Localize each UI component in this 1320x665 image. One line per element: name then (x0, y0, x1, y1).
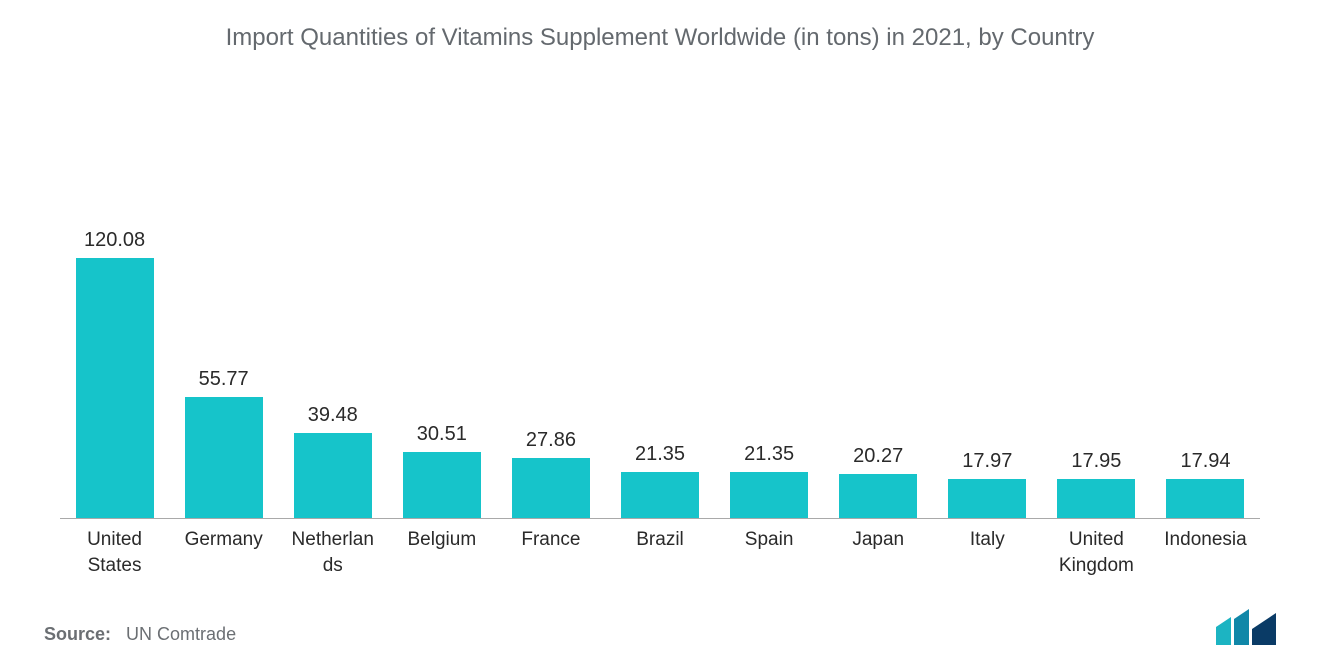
bar-group: 17.94 (1151, 450, 1260, 518)
bar-group: 17.97 (933, 450, 1042, 518)
category-label: Italy (942, 527, 1032, 579)
bar-value-label: 17.97 (962, 450, 1012, 473)
category-label: Japan (833, 527, 923, 579)
bar (403, 452, 481, 518)
bar-group: 17.95 (1042, 450, 1151, 518)
category-label: France (506, 527, 596, 579)
bar-value-label: 21.35 (744, 443, 794, 466)
bar-value-label: 55.77 (199, 368, 249, 391)
source-value: UN Comtrade (126, 624, 236, 644)
category-label-wrap: United Kingdom (1042, 519, 1151, 579)
bar (730, 472, 808, 518)
bar-group: 55.77 (169, 368, 278, 518)
bar-group: 20.27 (824, 445, 933, 518)
bar-value-label: 20.27 (853, 445, 903, 468)
brand-logo-icon (1216, 607, 1276, 645)
chart-title: Import Quantities of Vitamins Supplement… (40, 24, 1280, 52)
bar-group: 21.35 (605, 443, 714, 518)
category-label: Spain (724, 527, 814, 579)
bar-group: 39.48 (278, 404, 387, 518)
category-labels-row: United States Germany Netherlands Belgium Fr… (40, 519, 1280, 579)
category-label-wrap: Netherlands (278, 519, 387, 579)
category-label: Germany (179, 527, 269, 579)
bar-value-label: 120.08 (84, 229, 145, 252)
category-label-wrap: United States (60, 519, 169, 579)
category-label-wrap: Spain (715, 519, 824, 579)
bar-group: 30.51 (387, 423, 496, 518)
bar-value-label: 27.86 (526, 429, 576, 452)
bar-value-label: 39.48 (308, 404, 358, 427)
bar (839, 474, 917, 518)
bar (76, 258, 154, 518)
category-label: Indonesia (1160, 527, 1250, 579)
bar (185, 397, 263, 518)
bar-value-label: 17.95 (1071, 450, 1121, 473)
category-label: Brazil (615, 527, 705, 579)
chart-footer: Source: UN Comtrade (40, 607, 1280, 645)
bar-group: 120.08 (60, 229, 169, 518)
bar (1166, 479, 1244, 518)
category-label-wrap: Italy (933, 519, 1042, 579)
chart-container: Import Quantities of Vitamins Supplement… (0, 0, 1320, 665)
category-label: Belgium (397, 527, 487, 579)
category-label-wrap: Germany (169, 519, 278, 579)
bar-group: 21.35 (715, 443, 824, 518)
source-label: Source: (44, 624, 111, 644)
bar-value-label: 30.51 (417, 423, 467, 446)
bar (512, 458, 590, 518)
category-label-wrap: Indonesia (1151, 519, 1260, 579)
bar (621, 472, 699, 518)
bar-value-label: 21.35 (635, 443, 685, 466)
bar-group: 27.86 (496, 429, 605, 518)
category-label-wrap: Belgium (387, 519, 496, 579)
source-text: Source: UN Comtrade (44, 624, 236, 645)
category-label-wrap: Japan (824, 519, 933, 579)
bar (1057, 479, 1135, 518)
category-label-wrap: Brazil (605, 519, 714, 579)
bar-value-label: 17.94 (1180, 450, 1230, 473)
bar (948, 479, 1026, 518)
category-label: United States (70, 527, 160, 579)
bar (294, 433, 372, 518)
category-label-wrap: France (496, 519, 605, 579)
plot-area: 120.08 55.77 39.48 30.51 27.86 21.35 21.35 20.2… (40, 122, 1280, 518)
category-label: United Kingdom (1051, 527, 1141, 579)
category-label: Netherlands (288, 527, 378, 579)
